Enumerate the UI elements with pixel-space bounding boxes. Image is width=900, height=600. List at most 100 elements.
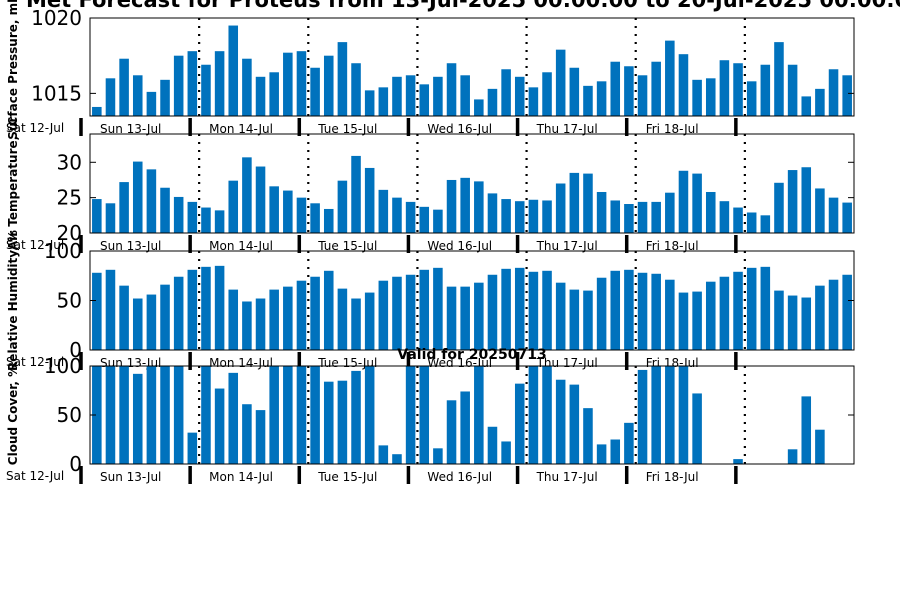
bar — [474, 99, 484, 116]
bar — [392, 454, 402, 464]
bar — [160, 79, 170, 116]
y-tick-label: 30 — [57, 150, 82, 174]
bar — [187, 51, 198, 116]
bar — [815, 429, 825, 464]
bar — [173, 196, 184, 233]
bar — [105, 78, 116, 116]
bar — [555, 49, 566, 116]
bar — [746, 267, 757, 350]
bar — [255, 298, 266, 350]
bar — [828, 279, 839, 350]
bar — [610, 270, 621, 350]
bar — [173, 55, 184, 116]
bar — [378, 189, 389, 233]
bar — [228, 289, 239, 350]
bar — [419, 206, 430, 233]
chart-title: Met Forecast for Proteus from 13-Jul-202… — [26, 0, 900, 12]
bar — [337, 288, 348, 350]
bar — [787, 64, 798, 116]
panel-2: 20 25 30 Air Temperature, °C Sun 13-Jul Mon 1… — [6, 117, 855, 253]
bar — [201, 366, 211, 464]
bar — [583, 85, 593, 116]
bar — [296, 280, 307, 350]
x-tick-label: Tue 15-Jul — [317, 239, 377, 253]
bar — [296, 366, 307, 464]
bar — [446, 63, 457, 116]
bar — [364, 90, 375, 116]
bar — [569, 384, 580, 464]
bar — [610, 61, 621, 116]
bar — [364, 366, 375, 464]
plot-frame — [89, 133, 855, 234]
bar — [583, 290, 593, 350]
bar — [487, 426, 498, 464]
bar — [501, 268, 511, 350]
bar — [419, 269, 430, 350]
x-tick-label: Sun 13-Jul — [100, 122, 161, 136]
bar — [733, 459, 743, 464]
bar — [801, 297, 812, 350]
bar — [624, 66, 634, 116]
bar — [828, 69, 839, 116]
bar — [692, 173, 702, 233]
y-tick-label: 25 — [57, 186, 82, 210]
bar — [460, 177, 470, 233]
bar — [323, 208, 334, 233]
bar — [119, 58, 129, 116]
bar — [173, 276, 184, 350]
bar — [692, 79, 702, 116]
y-tick-label: 1015 — [31, 81, 82, 105]
bar — [323, 270, 334, 350]
start-date-label: Sat 12-Jul — [6, 469, 64, 483]
bar — [787, 295, 798, 350]
bar — [678, 366, 689, 464]
bar — [596, 191, 607, 233]
bar — [405, 201, 416, 233]
bar — [378, 445, 389, 464]
bar — [487, 274, 498, 350]
y-axis-label: Air Temperature, °C — [6, 117, 20, 251]
bar — [842, 202, 852, 233]
y-axis-label: Cloud Cover, % — [6, 365, 20, 465]
bar — [405, 366, 416, 464]
bar — [201, 266, 211, 350]
x-tick-label: Mon 14-Jul — [209, 122, 273, 136]
bar — [815, 285, 825, 350]
bar — [214, 265, 225, 350]
bar — [310, 366, 320, 464]
bar — [514, 76, 525, 116]
bar — [337, 180, 348, 233]
bar — [746, 212, 757, 233]
bar — [310, 67, 320, 116]
bar — [474, 181, 484, 233]
bar — [214, 51, 225, 116]
bar — [255, 76, 266, 116]
bar — [678, 170, 689, 233]
x-tick-label: Thu 17-Jul — [536, 470, 598, 484]
bar — [760, 266, 771, 350]
bar — [528, 271, 539, 350]
y-tick-label: 1020 — [31, 6, 82, 30]
bar — [351, 155, 361, 233]
bar — [719, 201, 730, 233]
y-tick-label: 50 — [57, 289, 82, 313]
bar — [173, 366, 184, 464]
x-tick-label: Wed 16-Jul — [427, 239, 492, 253]
bar — [719, 276, 730, 350]
bar — [310, 203, 320, 233]
x-tick-label: Fri 18-Jul — [646, 470, 699, 484]
bar — [815, 188, 825, 233]
bar — [774, 290, 784, 350]
bar — [269, 366, 279, 464]
bar — [692, 393, 702, 464]
bar — [678, 292, 689, 350]
bar — [160, 284, 170, 350]
bar — [555, 183, 566, 233]
bar — [269, 72, 279, 116]
bar — [351, 370, 361, 464]
bar — [119, 366, 129, 464]
bar — [501, 441, 511, 464]
bar — [146, 366, 157, 464]
bar — [460, 391, 470, 464]
